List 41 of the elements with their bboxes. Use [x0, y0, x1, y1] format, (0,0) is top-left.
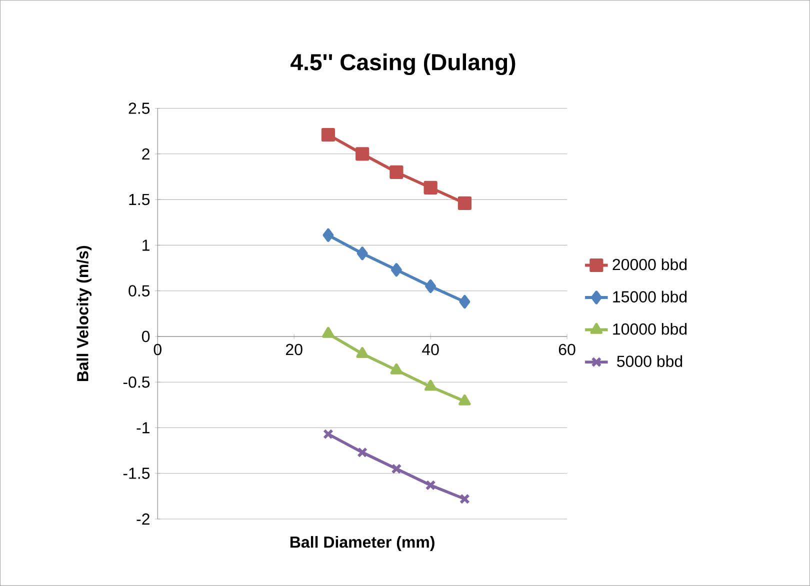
x-tick-label: 40 — [422, 344, 439, 356]
y-tick-label: -2 — [136, 513, 150, 525]
point — [459, 494, 470, 504]
legend-label: 15000 bbd — [613, 290, 687, 302]
point — [458, 394, 471, 406]
chart-title: 4.5'' Casing (Dulang) — [290, 53, 516, 76]
point — [424, 180, 438, 195]
point — [425, 480, 436, 490]
y-axis-title: Ball Velocity (m/s) — [76, 246, 92, 382]
point — [458, 196, 472, 210]
point — [356, 246, 368, 260]
point — [322, 428, 334, 440]
point — [356, 347, 368, 358]
point — [356, 147, 370, 161]
point — [357, 447, 368, 458]
y-tick-label: 1 — [142, 240, 150, 251]
x-tick-label: 0 — [154, 344, 162, 356]
point — [390, 363, 403, 374]
legend-label: 5000 bbd — [617, 355, 682, 368]
y-tick-label: -1 — [136, 422, 150, 434]
point — [425, 279, 436, 294]
x-tick-label: 60 — [558, 344, 576, 356]
y-tick-label: -0.5 — [123, 376, 150, 388]
x-tick-label: 20 — [286, 344, 302, 356]
y-tick-label: 2 — [142, 148, 150, 160]
y-tick-label: 0.5 — [128, 285, 150, 296]
y-tick-label: -1.5 — [123, 468, 150, 479]
y-tick-label: 2.5 — [128, 102, 150, 114]
y-tick-label: 0 — [142, 330, 150, 342]
point — [459, 294, 470, 309]
x-axis-title: Ball Diameter (mm) — [290, 536, 434, 551]
point — [321, 128, 336, 142]
point — [390, 263, 402, 277]
point — [391, 464, 402, 474]
point — [424, 380, 437, 391]
point — [322, 326, 334, 338]
point — [322, 228, 334, 242]
point — [390, 165, 404, 179]
y-tick-label: 1.5 — [129, 194, 150, 206]
legend-label: 10000 bbd — [613, 323, 687, 335]
legend-label: 20000 bbd — [612, 258, 687, 270]
